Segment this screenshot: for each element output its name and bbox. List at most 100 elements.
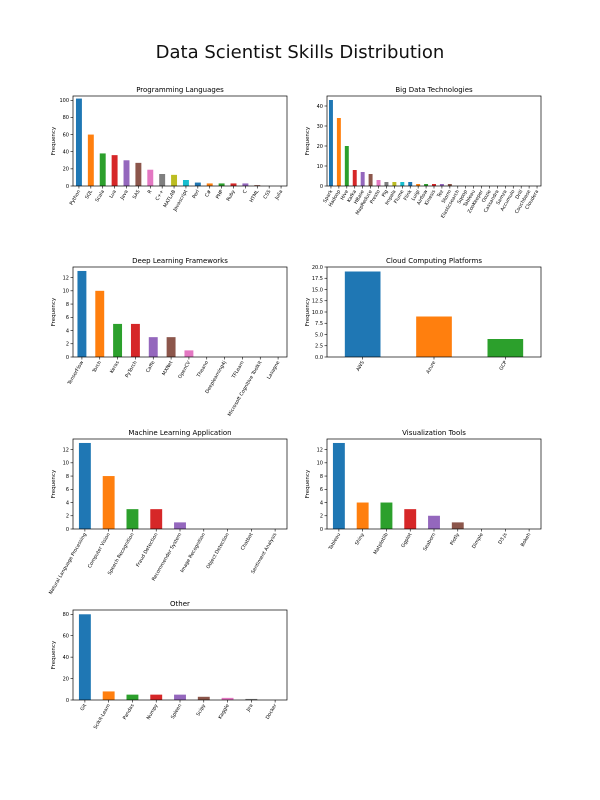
bar bbox=[171, 174, 178, 186]
y-tick-label: 10.0 bbox=[312, 310, 323, 316]
y-tick-label: 12 bbox=[317, 447, 323, 453]
y-axis-label: Frequency bbox=[51, 469, 57, 498]
x-tick-label: Dimple bbox=[471, 532, 485, 550]
y-tick-label: 5.0 bbox=[315, 332, 323, 338]
bar bbox=[182, 180, 189, 186]
chart-panel-6: 0 20 40 60 80 Git Scikit-Learn Pandas Numpy Splee… bbox=[51, 600, 288, 730]
y-axis-label: Frequency bbox=[51, 640, 57, 669]
x-tick-label: R bbox=[147, 188, 154, 194]
bar bbox=[194, 182, 201, 186]
x-tick-label: Jira bbox=[245, 703, 255, 714]
y-tick-label: 2.5 bbox=[315, 344, 323, 350]
x-tick-label: SQL bbox=[84, 189, 94, 201]
y-tick-label: 80 bbox=[63, 115, 69, 121]
bar bbox=[230, 183, 237, 186]
y-tick-label: 10 bbox=[63, 289, 69, 295]
x-tick-label: Spleen bbox=[170, 703, 183, 720]
x-tick-label: Luigi bbox=[411, 189, 422, 202]
x-tick-label: AWS bbox=[355, 360, 366, 372]
bar bbox=[166, 337, 176, 357]
bar bbox=[408, 182, 413, 186]
bar bbox=[384, 182, 389, 186]
bar bbox=[148, 337, 158, 357]
y-tick-label: 0.0 bbox=[315, 355, 323, 361]
x-tick-label: Numpy bbox=[146, 703, 160, 721]
bar bbox=[352, 170, 357, 186]
bar bbox=[150, 509, 163, 529]
x-tick-label: Drill bbox=[514, 189, 524, 200]
bar bbox=[380, 502, 393, 529]
x-tick-label: Theano bbox=[195, 360, 210, 379]
y-tick-label: 20 bbox=[63, 167, 69, 173]
x-tick-label: Pandas bbox=[122, 703, 136, 721]
bar bbox=[150, 694, 163, 700]
bar bbox=[404, 509, 417, 529]
bar bbox=[75, 98, 82, 186]
panel-title: Big Data Technologies bbox=[395, 86, 473, 94]
x-tick-label: Bokeh bbox=[520, 532, 533, 548]
x-tick-label: C bbox=[242, 188, 249, 194]
x-tick-label: Matplotlib bbox=[373, 532, 390, 556]
x-tick-label: Git bbox=[79, 703, 88, 712]
bar bbox=[126, 509, 139, 529]
y-tick-label: 10 bbox=[317, 461, 323, 467]
y-axis-label: Frequency bbox=[51, 126, 57, 155]
bar bbox=[102, 691, 115, 700]
bar bbox=[159, 174, 166, 186]
y-tick-label: 12 bbox=[63, 447, 69, 453]
plot-frame bbox=[72, 95, 288, 187]
y-tick-label: 2 bbox=[66, 342, 69, 348]
bar bbox=[184, 350, 194, 357]
y-tick-label: 0 bbox=[320, 184, 323, 190]
x-tick-label: Chatbot bbox=[240, 532, 255, 552]
y-axis-label: Frequency bbox=[305, 297, 311, 326]
panel-title: Machine Learning Application bbox=[128, 429, 231, 437]
bar bbox=[206, 183, 213, 186]
y-tick-label: 4 bbox=[320, 500, 323, 506]
y-tick-label: 6 bbox=[66, 315, 69, 321]
y-tick-label: 7.5 bbox=[315, 321, 323, 327]
x-tick-label: Java bbox=[119, 189, 130, 202]
y-tick-label: 6 bbox=[320, 487, 323, 493]
bar bbox=[113, 323, 123, 357]
bar bbox=[376, 180, 381, 186]
y-tick-label: 0 bbox=[66, 355, 69, 361]
chart-panel-2: 0 2 4 6 8 10 12 TensorFlow Torch Keras PyTorch Caff… bbox=[51, 257, 288, 418]
y-tick-label: 60 bbox=[63, 132, 69, 138]
bar bbox=[95, 290, 105, 357]
panel-title: Visualization Tools bbox=[402, 429, 466, 437]
x-tick-label: Plotly bbox=[449, 532, 461, 547]
x-tick-label: Shiny bbox=[354, 532, 366, 547]
y-tick-label: 2 bbox=[66, 514, 69, 520]
bar bbox=[447, 184, 452, 186]
x-tick-label: Kafka bbox=[346, 189, 358, 204]
plot-frame bbox=[72, 266, 288, 358]
x-tick-label: PHP bbox=[215, 189, 225, 200]
x-tick-label: CSS bbox=[262, 189, 272, 200]
y-tick-label: 4 bbox=[66, 328, 69, 334]
bar bbox=[78, 442, 91, 529]
y-tick-label: 0 bbox=[66, 698, 69, 704]
x-tick-label: Natural Language Processing bbox=[48, 532, 88, 596]
panel-title: Programming Languages bbox=[136, 86, 224, 94]
y-tick-label: 0 bbox=[66, 184, 69, 190]
x-tick-label: Python bbox=[69, 189, 83, 206]
y-axis-label: Frequency bbox=[51, 297, 57, 326]
x-tick-label: Microsoft Cognitive Toolkit bbox=[227, 360, 264, 418]
bar bbox=[78, 614, 91, 700]
x-tick-label: Speech Recognition bbox=[107, 532, 136, 576]
bar bbox=[439, 184, 444, 186]
bar bbox=[221, 697, 234, 700]
x-tick-label: Lua bbox=[108, 189, 118, 199]
x-tick-label: MXNet bbox=[161, 360, 174, 377]
x-tick-label: Torch bbox=[91, 360, 103, 375]
x-tick-label: Caffe bbox=[145, 360, 156, 374]
y-tick-label: 8 bbox=[320, 474, 323, 480]
x-tick-label: Image Recognition bbox=[179, 532, 207, 574]
chart-panel-1: 010203040SparkHadoopHiveKafkaHBaseMapRed… bbox=[305, 86, 542, 219]
bar bbox=[147, 169, 154, 186]
y-tick-label: 40 bbox=[317, 104, 323, 110]
x-tick-label: Julia bbox=[274, 189, 285, 202]
x-tick-label: Azure bbox=[425, 360, 437, 375]
bar bbox=[102, 476, 115, 529]
